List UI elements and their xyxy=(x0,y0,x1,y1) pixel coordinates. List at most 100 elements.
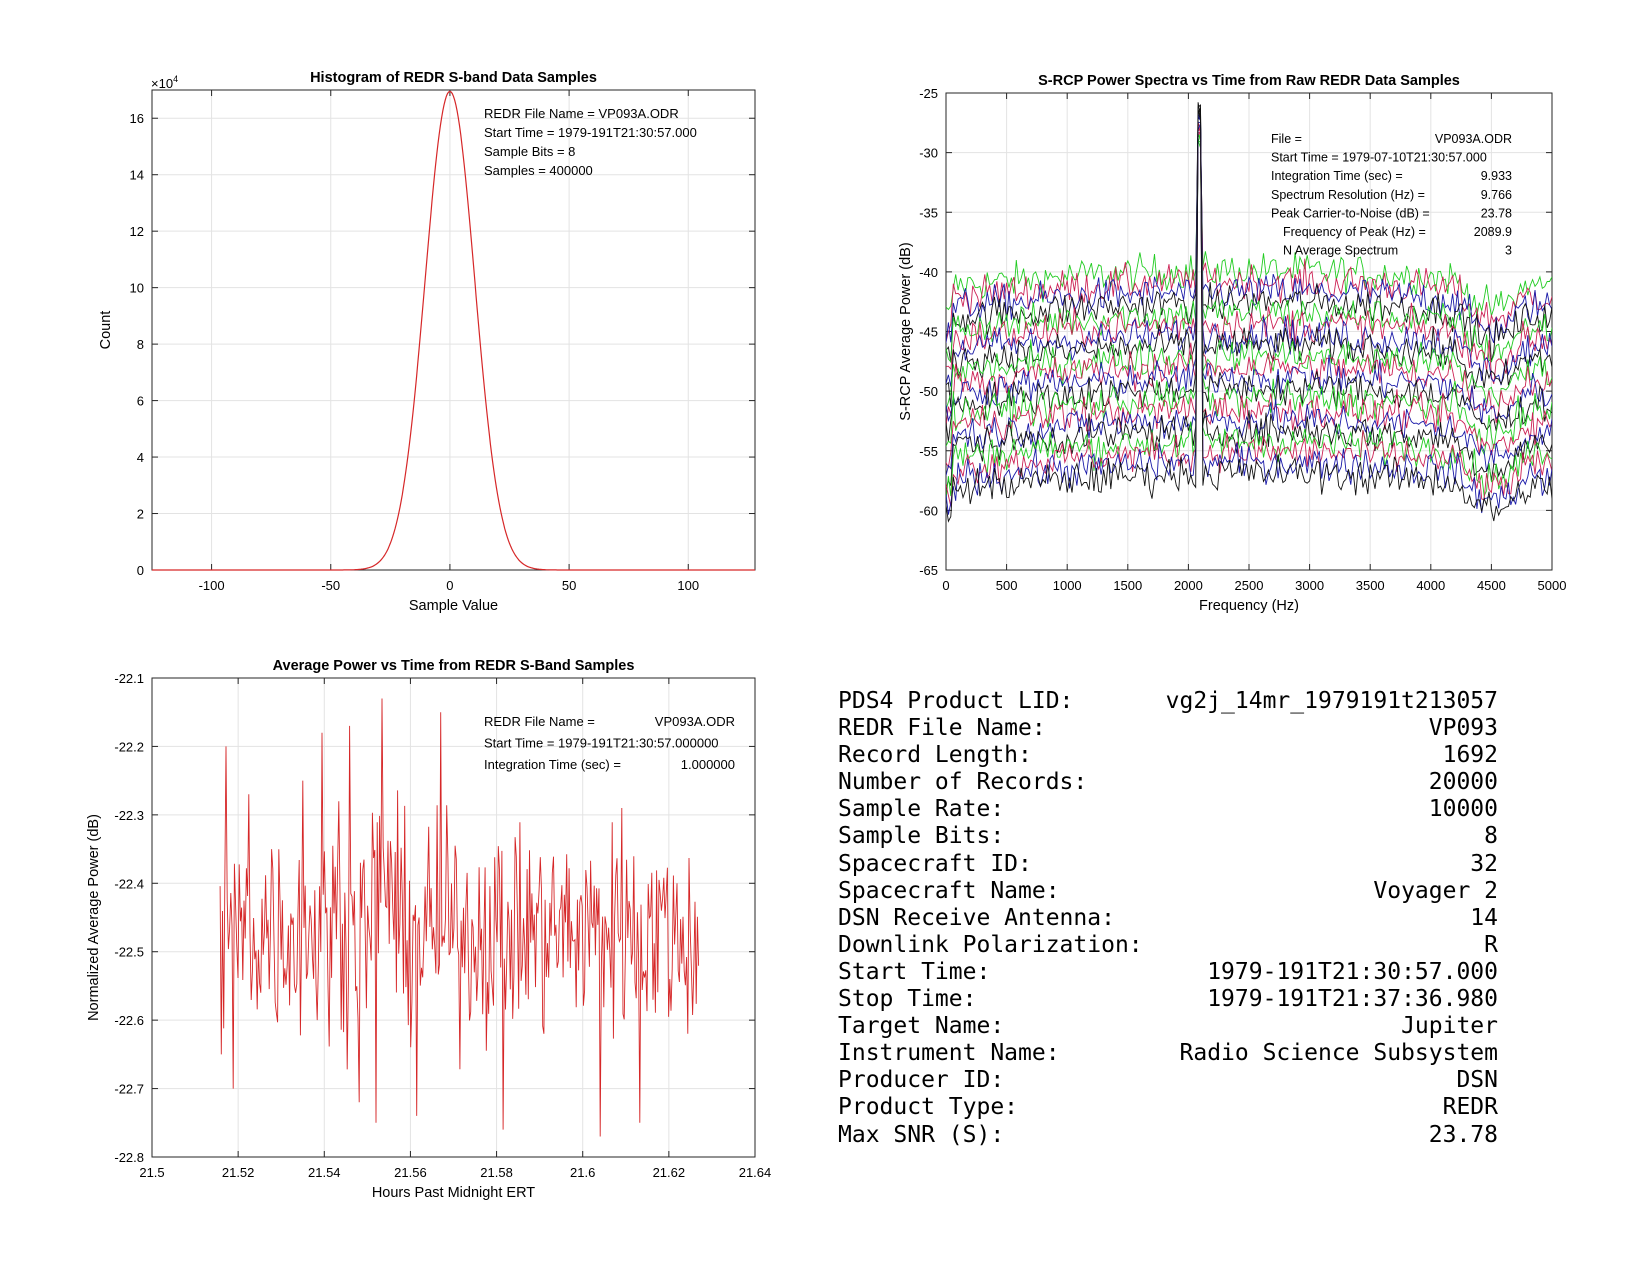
spectra-annotation-value: 3 xyxy=(1505,244,1512,258)
y-tick-label: -22.4 xyxy=(114,876,144,891)
y-exponent-value: 4 xyxy=(173,74,178,84)
x-axis-label: Sample Value xyxy=(409,598,498,614)
x-tick-label: 21.56 xyxy=(394,1165,427,1180)
y-tick-label: -22.2 xyxy=(114,739,144,754)
info-value: 23.78 xyxy=(1428,1121,1498,1148)
info-value: vg2j_14mr_1979191t213057 xyxy=(1165,688,1498,714)
x-tick-label: 21.5 xyxy=(139,1165,164,1180)
info-label: Instrument Name: xyxy=(838,1040,1060,1067)
info-value: 1979-191T21:30:57.000 xyxy=(1207,958,1498,985)
x-tick-label: -100 xyxy=(199,578,225,593)
spectrum-trace xyxy=(946,135,1552,319)
info-value: 1979-191T21:37:36.980 xyxy=(1207,986,1498,1013)
info-label: Target Name: xyxy=(838,1013,1005,1040)
info-value: R xyxy=(1484,931,1498,958)
histogram-annotation: REDR File Name = VP093A.ODR xyxy=(484,106,679,121)
spectra-annotation-label: File = xyxy=(1271,132,1302,146)
spectrum-trace xyxy=(946,131,1552,427)
info-row: Downlink Polarization: R xyxy=(838,932,1498,959)
info-row: Spacecraft ID: 32 xyxy=(838,851,1498,878)
info-label: Record Length: xyxy=(838,742,1032,769)
histogram-annotation: Start Time = 1979-191T21:30:57.000 xyxy=(484,125,697,140)
spectra-annotation-label: Spectrum Resolution (Hz) = xyxy=(1271,188,1425,202)
info-value: Radio Science Subsystem xyxy=(1179,1040,1499,1067)
info-row: Sample Rate: 10000 xyxy=(838,796,1498,823)
spectra-annotation-value: 9.766 xyxy=(1481,188,1512,202)
y-tick-label: 12 xyxy=(130,224,144,239)
histogram-line xyxy=(152,90,755,571)
x-tick-label: 21.62 xyxy=(653,1165,686,1180)
info-value: 1692 xyxy=(1442,742,1498,769)
info-value: Voyager 2 xyxy=(1373,877,1498,904)
info-row: Start Time: 1979-191T21:30:57.000 xyxy=(838,959,1498,986)
y-tick-label: 2 xyxy=(137,507,144,522)
info-row: Stop Time: 1979-191T21:37:36.980 xyxy=(838,986,1498,1013)
y-tick-label: -45 xyxy=(919,325,938,340)
spectrum-trace xyxy=(946,127,1552,469)
power-time-chart: 21.5 21.52 21.54 21.56 21.58 21.6 21.62 21.64 -2… xyxy=(86,658,771,1201)
spectra-annotation-label: Frequency of Peak (Hz) = xyxy=(1283,225,1426,239)
info-row: PDS4 Product LID: vg2j_14mr_1979191t21305… xyxy=(838,688,1498,715)
spectrum-trace xyxy=(946,113,1552,344)
y-tick-label: -22.8 xyxy=(114,1150,144,1165)
info-label: Spacecraft ID: xyxy=(838,850,1032,877)
y-tick-label: -25 xyxy=(919,86,938,101)
y-tick-label: -22.3 xyxy=(114,808,144,823)
info-row: Record Length: 1692 xyxy=(838,742,1498,769)
y-tick-label: -30 xyxy=(919,146,938,161)
spectra-annotation-value: 2089.9 xyxy=(1474,225,1512,239)
y-tick-label: -35 xyxy=(919,205,938,220)
y-tick-label: -22.7 xyxy=(114,1082,144,1097)
spectrum-trace xyxy=(946,121,1552,387)
y-tick-label: -22.6 xyxy=(114,1013,144,1028)
spectrum-trace xyxy=(946,107,1552,408)
info-row: Producer ID: DSN xyxy=(838,1067,1498,1094)
info-label: Stop Time: xyxy=(838,986,977,1013)
info-label: Producer ID: xyxy=(838,1067,1005,1094)
power-annotation-value: 1.000000 xyxy=(681,757,735,772)
info-row: REDR File Name: VP093 xyxy=(838,715,1498,742)
x-tick-label: 3500 xyxy=(1356,578,1385,593)
y-axis-label: S-RCP Average Power (dB) xyxy=(898,242,914,420)
y-tick-label: -40 xyxy=(919,265,938,280)
x-tick-label: 21.54 xyxy=(308,1165,341,1180)
histogram-annotation: Sample Bits = 8 xyxy=(484,144,575,159)
power-annotation-label: Integration Time (sec) = xyxy=(484,757,621,772)
info-row: Target Name: Jupiter xyxy=(838,1013,1498,1040)
y-axis-label: Count xyxy=(98,311,114,350)
power-annotation-label: REDR File Name = xyxy=(484,714,595,729)
info-value: VP093 xyxy=(1428,715,1498,742)
spectra-annotation-label: Peak Carrier-to-Noise (dB) = xyxy=(1271,206,1430,220)
spectra-annotation-value: VP093A.ODR xyxy=(1435,132,1512,146)
info-label: Product Type: xyxy=(838,1094,1019,1121)
info-row: Number of Records: 20000 xyxy=(838,769,1498,796)
plot-frame xyxy=(151,677,756,1158)
y-tick-label: 8 xyxy=(137,337,144,352)
info-row: Spacecraft Name: Voyager 2 xyxy=(838,878,1498,905)
spectra-annotation-label: Start Time = 1979-07-10T21:30:57.000 xyxy=(1271,151,1487,165)
x-tick-label: 21.6 xyxy=(570,1165,595,1180)
info-row: DSN Receive Antenna: 14 xyxy=(838,905,1498,932)
info-label: DSN Receive Antenna: xyxy=(838,904,1115,931)
x-tick-label: 0 xyxy=(942,578,949,593)
y-tick-label: -22.5 xyxy=(114,945,144,960)
x-tick-label: 2000 xyxy=(1174,578,1203,593)
x-axis-label: Frequency (Hz) xyxy=(1199,598,1299,614)
info-label: REDR File Name: xyxy=(838,715,1046,742)
x-tick-label: 100 xyxy=(677,578,699,593)
info-row: Instrument Name: Radio Science Subsystem xyxy=(838,1040,1498,1067)
info-value: REDR xyxy=(1442,1094,1498,1121)
product-info-panel: PDS4 Product LID: vg2j_14mr_1979191t21305… xyxy=(838,688,1498,1149)
x-tick-label: 1000 xyxy=(1053,578,1082,593)
power-annotation-label: Start Time = 1979-191T21:30:57.000000 xyxy=(484,736,719,751)
y-tick-label: 6 xyxy=(137,394,144,409)
info-label: Sample Bits: xyxy=(838,823,1005,850)
y-exponent-label: ×104 xyxy=(151,74,178,91)
info-label: Sample Rate: xyxy=(838,796,1005,823)
spectra-annotation-value: 23.78 xyxy=(1481,206,1512,220)
info-label: Start Time: xyxy=(838,958,991,985)
x-tick-label: 4000 xyxy=(1416,578,1445,593)
spectrum-trace xyxy=(946,126,1552,507)
x-tick-label: 21.52 xyxy=(222,1165,255,1180)
x-tick-label: 3000 xyxy=(1295,578,1324,593)
